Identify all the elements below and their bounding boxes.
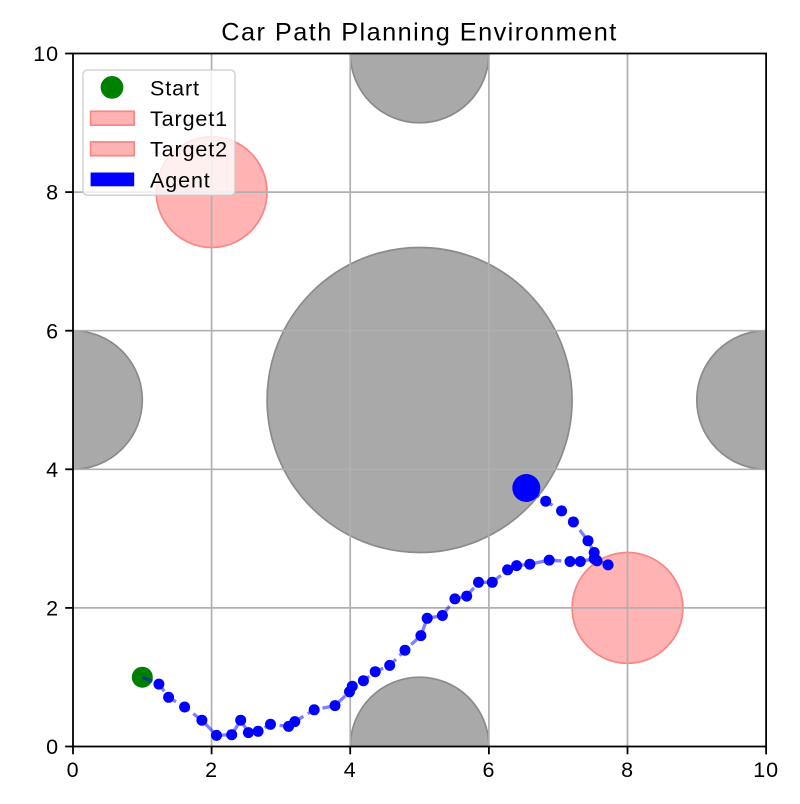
svg-text:4: 4 <box>46 458 59 482</box>
svg-text:6: 6 <box>482 758 495 782</box>
svg-text:2: 2 <box>205 758 218 782</box>
svg-text:0: 0 <box>46 735 59 759</box>
svg-text:2: 2 <box>46 597 59 621</box>
svg-text:Target1: Target1 <box>150 107 228 131</box>
svg-text:8: 8 <box>46 181 59 205</box>
svg-text:Agent: Agent <box>150 168 211 192</box>
svg-text:8: 8 <box>621 758 634 782</box>
svg-text:Car Path Planning Environment: Car Path Planning Environment <box>221 19 617 47</box>
svg-text:6: 6 <box>46 319 59 343</box>
svg-text:0: 0 <box>67 758 80 782</box>
svg-text:Start: Start <box>150 77 200 101</box>
svg-text:10: 10 <box>33 42 59 66</box>
svg-text:Target2: Target2 <box>150 138 228 162</box>
svg-text:10: 10 <box>753 758 779 782</box>
svg-text:4: 4 <box>344 758 357 782</box>
